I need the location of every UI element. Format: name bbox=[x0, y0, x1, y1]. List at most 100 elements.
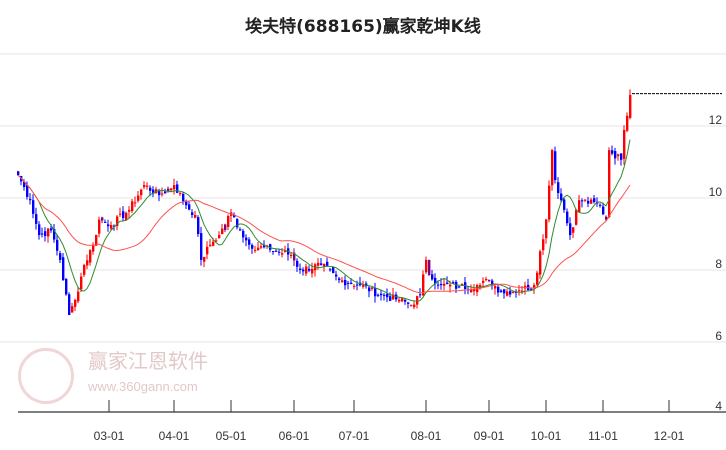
candle-body bbox=[26, 184, 29, 197]
candle-body bbox=[557, 182, 560, 194]
candle-body bbox=[224, 224, 227, 230]
candle-body bbox=[215, 240, 218, 242]
candle-body bbox=[80, 276, 83, 290]
candle-body bbox=[491, 280, 494, 286]
candle-body bbox=[146, 185, 149, 187]
candle-body bbox=[158, 191, 161, 196]
candle-body bbox=[251, 244, 254, 249]
candle-body bbox=[68, 294, 71, 315]
chart-title: 埃夫特(688165)赢家乾坤K线 bbox=[245, 17, 481, 37]
candle-body bbox=[23, 181, 26, 188]
candle-body bbox=[494, 286, 497, 289]
candle-body bbox=[101, 217, 104, 221]
candle-body bbox=[191, 212, 194, 216]
candle-body bbox=[107, 224, 110, 227]
candle-body bbox=[83, 264, 86, 275]
y-tick-label: 8 bbox=[715, 257, 722, 271]
candle-body bbox=[35, 214, 38, 224]
candle-body bbox=[335, 274, 338, 277]
candle-body bbox=[473, 289, 476, 292]
candle-body bbox=[548, 185, 551, 220]
candle-body bbox=[56, 239, 59, 251]
candle-body bbox=[515, 291, 518, 293]
candle-body bbox=[482, 280, 485, 283]
candle-body bbox=[65, 279, 68, 295]
candle-body bbox=[380, 293, 383, 296]
candle-body bbox=[71, 306, 74, 313]
candle-body bbox=[392, 294, 395, 300]
candle-body bbox=[398, 299, 401, 302]
candle-body bbox=[512, 291, 515, 293]
candle-body bbox=[179, 192, 182, 194]
candle-body bbox=[449, 284, 452, 287]
candle-body bbox=[50, 228, 53, 231]
candle-body bbox=[590, 199, 593, 204]
x-tick-label: 06-01 bbox=[279, 429, 310, 443]
candle-body bbox=[620, 153, 623, 160]
candle-body bbox=[182, 193, 185, 202]
candle-body bbox=[506, 291, 509, 296]
candle-body bbox=[32, 200, 35, 214]
candle-body bbox=[311, 268, 314, 274]
x-tick-label: 11-01 bbox=[588, 429, 618, 443]
candle-body bbox=[623, 129, 626, 159]
candle-body bbox=[290, 254, 293, 257]
x-tick-label: 03-01 bbox=[94, 429, 125, 443]
watermark-brand: 赢家江恩软件 bbox=[88, 349, 208, 373]
candle-body bbox=[92, 244, 95, 252]
candle-body bbox=[77, 291, 80, 302]
candle-body bbox=[347, 282, 350, 284]
candle-body bbox=[86, 260, 89, 266]
x-tick-label: 05-01 bbox=[216, 429, 247, 443]
candle-body bbox=[269, 244, 272, 250]
candle-body bbox=[275, 250, 278, 252]
candle-body bbox=[131, 201, 134, 212]
candle-body bbox=[332, 266, 335, 274]
candle-body bbox=[371, 287, 374, 289]
candle-body bbox=[551, 150, 554, 186]
candle-body bbox=[611, 150, 614, 154]
candle-body bbox=[443, 283, 446, 286]
candle-body bbox=[518, 290, 521, 292]
candle-body bbox=[233, 214, 236, 218]
candle-body bbox=[44, 231, 47, 237]
candle-body bbox=[437, 284, 440, 286]
candle-body bbox=[605, 216, 608, 220]
candle-body bbox=[95, 234, 98, 246]
candle-body bbox=[560, 193, 563, 201]
candle-body bbox=[17, 171, 20, 175]
watermark-logo bbox=[18, 348, 74, 404]
candle-body bbox=[377, 294, 380, 296]
candle-body bbox=[536, 272, 539, 285]
candle-body bbox=[302, 269, 305, 272]
candle-body bbox=[341, 280, 344, 283]
x-tick-label: 10-01 bbox=[531, 429, 562, 443]
candle-body bbox=[257, 247, 260, 251]
candle-body bbox=[545, 219, 548, 239]
candle-body bbox=[236, 219, 239, 228]
candle-body bbox=[338, 278, 341, 281]
candle-body bbox=[278, 251, 281, 253]
candle-body bbox=[143, 185, 146, 188]
candle-body bbox=[41, 233, 44, 235]
candle-body bbox=[434, 277, 437, 284]
candle-body bbox=[194, 214, 197, 218]
candle-body bbox=[374, 288, 377, 297]
candle-body bbox=[566, 211, 569, 224]
candle-body bbox=[113, 225, 116, 227]
candle-body bbox=[470, 289, 473, 292]
candle-body bbox=[185, 200, 188, 206]
candle-body bbox=[500, 290, 503, 292]
candle-body bbox=[554, 151, 557, 180]
candle-body bbox=[38, 224, 41, 236]
y-tick-label: 10 bbox=[709, 185, 723, 199]
candle-body bbox=[614, 151, 617, 159]
candle-body bbox=[575, 209, 578, 225]
candle-body bbox=[188, 204, 191, 210]
candle-body bbox=[62, 257, 65, 280]
x-tick-label: 07-01 bbox=[339, 429, 370, 443]
candle-body bbox=[317, 262, 320, 266]
candle-body bbox=[599, 204, 602, 206]
x-tick-label: 04-01 bbox=[159, 429, 190, 443]
